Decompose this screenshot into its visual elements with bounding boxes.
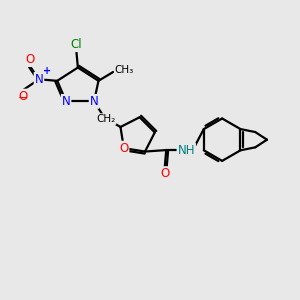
Text: Cl: Cl: [70, 38, 82, 51]
Text: O: O: [160, 167, 170, 180]
Text: N: N: [62, 95, 70, 108]
Text: CH₃: CH₃: [115, 65, 134, 76]
Text: NH: NH: [178, 144, 195, 157]
Text: N: N: [90, 95, 98, 108]
Text: +: +: [43, 66, 51, 76]
Text: O: O: [26, 53, 35, 66]
Text: O: O: [19, 90, 28, 103]
Text: CH₂: CH₂: [96, 114, 116, 124]
Text: N: N: [34, 73, 43, 86]
Text: −: −: [17, 92, 28, 105]
Text: O: O: [119, 142, 128, 155]
